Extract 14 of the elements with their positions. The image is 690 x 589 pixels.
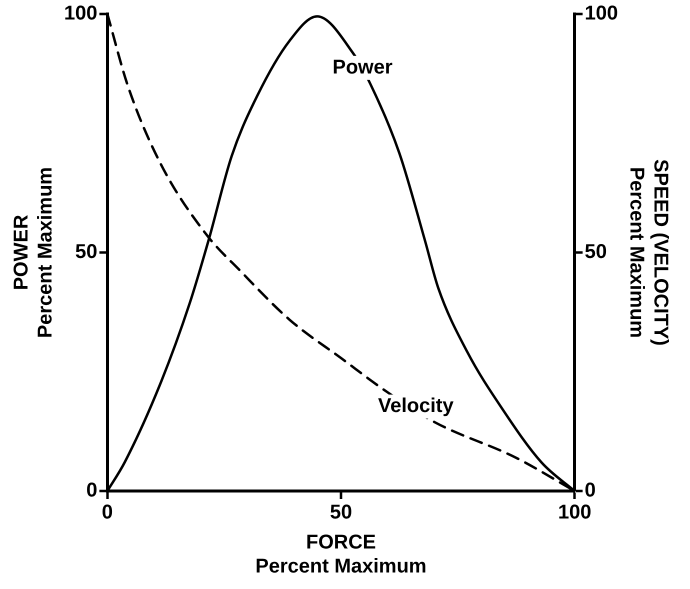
y-tick-label: 0 — [86, 480, 98, 502]
y2-axis-title: SPEED (VELOCITY) Percent Maximum — [625, 159, 672, 346]
x-axis-title: FORCE Percent Maximum — [255, 532, 427, 578]
x-tick-label: 50 — [330, 502, 352, 524]
y2-tick-label: 100 — [584, 2, 618, 25]
y-tick-label: 50 — [75, 241, 98, 264]
annotation: Power — [332, 56, 393, 78]
y2-tick-label: 0 — [584, 480, 596, 502]
annotation: Velocity — [378, 395, 454, 418]
y2-tick-label: 50 — [584, 241, 607, 264]
y-axis-title: POWER Percent Maximum — [10, 166, 57, 338]
y-tick-label: 100 — [64, 2, 98, 25]
x-tick-label: 0 — [102, 502, 113, 524]
x-tick-label: 100 — [558, 502, 592, 524]
